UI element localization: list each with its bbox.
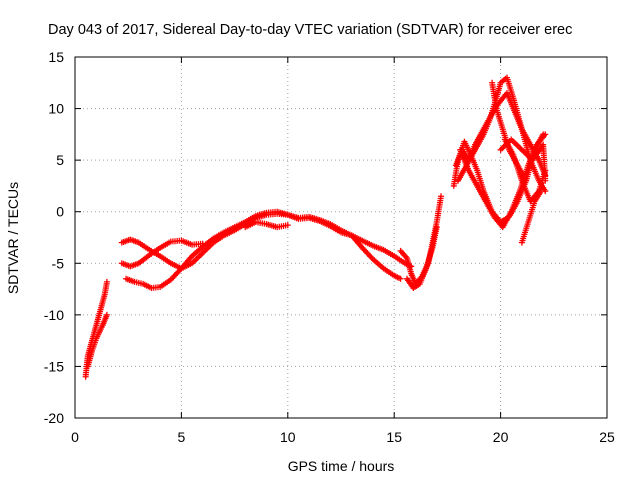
y-tick-label: 5	[56, 152, 64, 168]
data-points	[82, 74, 549, 380]
series-track-h	[403, 224, 440, 292]
data-point	[284, 222, 291, 229]
x-tick-label: 20	[493, 429, 509, 445]
series-track-n	[497, 136, 549, 184]
data-point	[103, 278, 110, 285]
x-tick-label: 25	[599, 429, 615, 445]
data-point	[433, 224, 440, 231]
data-point	[103, 311, 110, 318]
series-track-l	[457, 131, 549, 231]
y-tick-label: 10	[48, 101, 64, 117]
y-tick-label: -20	[44, 410, 64, 426]
x-tick-label: 5	[178, 429, 186, 445]
data-point	[199, 240, 206, 247]
data-point	[397, 275, 404, 282]
data-point	[542, 177, 549, 184]
series-track-c	[118, 210, 415, 272]
series-track-d	[123, 208, 404, 292]
x-tick-label: 0	[71, 429, 79, 445]
y-tick-label: -5	[52, 255, 65, 271]
y-ticks: -20 -15 -10 -5 0 5 10 15	[44, 49, 607, 426]
y-tick-label: -10	[44, 307, 64, 323]
grid	[75, 57, 607, 418]
series-track-f	[242, 219, 291, 231]
series-track-p	[489, 79, 530, 184]
series-track-o	[518, 188, 545, 246]
series-track-b	[84, 311, 110, 370]
series-track-e	[118, 237, 206, 270]
data-point	[438, 193, 445, 200]
x-axis-label: GPS time / hours	[288, 458, 395, 474]
data-point	[538, 188, 545, 195]
y-axis-label: SDTVAR / TECUs	[5, 182, 21, 294]
y-tick-label: 0	[56, 204, 64, 220]
y-tick-label: 15	[48, 49, 64, 65]
x-tick-label: 15	[386, 429, 402, 445]
plot-frame	[74, 56, 608, 419]
data-point	[523, 177, 530, 184]
chart-title: Day 043 of 2017, Sidereal Day-to-day VTE…	[48, 22, 572, 38]
x-tick-label: 10	[280, 429, 296, 445]
y-tick-label: -15	[44, 358, 64, 374]
data-point	[542, 131, 549, 138]
